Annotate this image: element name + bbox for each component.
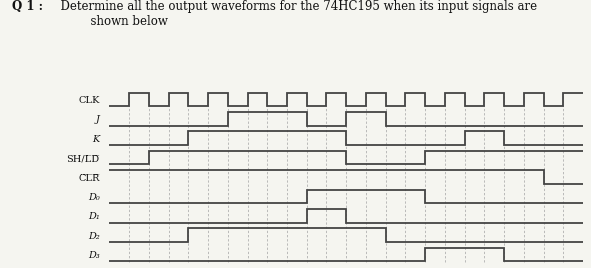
Text: CLK: CLK [78, 96, 99, 105]
Text: D₂: D₂ [87, 232, 99, 241]
Text: SH/L̅D̅: SH/L̅D̅ [66, 154, 99, 163]
Text: Q 1 :: Q 1 : [12, 0, 43, 13]
Text: K̅: K̅ [92, 135, 99, 144]
Text: D₃: D₃ [87, 251, 99, 260]
Text: D₀: D₀ [87, 193, 99, 202]
Text: J: J [96, 115, 99, 124]
Text: D₁: D₁ [87, 213, 99, 221]
Text: Determine all the output waveforms for the 74HC195 when its input signals are
  : Determine all the output waveforms for t… [53, 0, 537, 28]
Text: C̅L̅R̅: C̅L̅R̅ [78, 174, 99, 183]
